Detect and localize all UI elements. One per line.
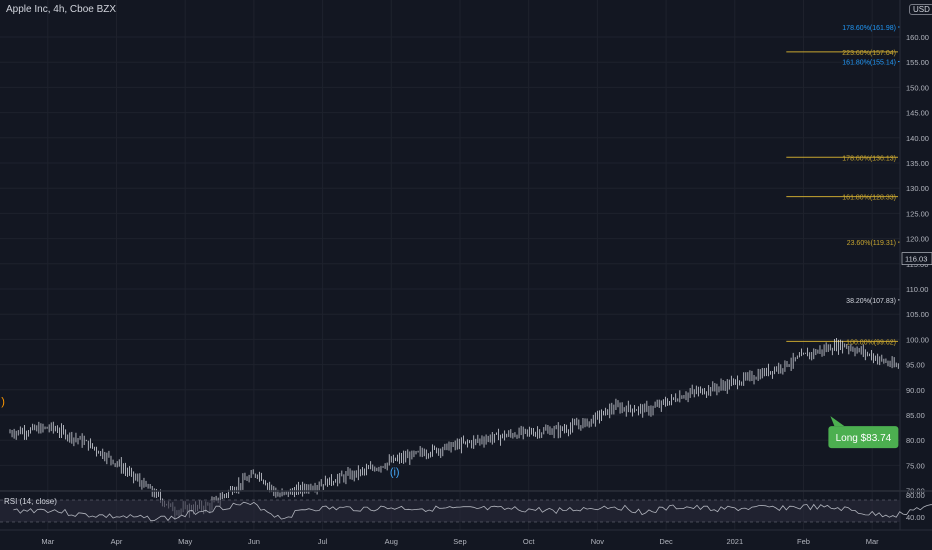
long-callout-pointer [830,416,845,427]
rsi-line [13,501,932,522]
long-callout-box [828,426,899,449]
time-tick: 2021 [726,537,743,546]
price-tick: 160.00 [906,33,929,42]
fib-label: 178.60%(136.13) [842,155,896,162]
price-tick: 145.00 [906,109,929,118]
rsi-band [0,500,900,522]
price-tick: 75.00 [906,461,925,470]
fib-label: 161.80%(155.14) [842,59,896,66]
price-tick: 85.00 [906,411,925,420]
time-tick: Mar [41,537,54,546]
time-tick: Mar [866,537,879,546]
fib-label: 100.00%(99.62) [846,339,896,346]
price-tick: 130.00 [906,184,929,193]
time-tick: Feb [797,537,810,546]
rsi-pane: 80.00 40.00 [0,490,932,523]
fib-label: 38.20%(107.83) [846,298,896,305]
wave-label: (i) [390,466,400,478]
fib-label: 223.60%(157.04) [842,50,896,57]
time-tick: Dec [659,537,673,546]
price-tick: 155.00 [906,58,929,67]
time-tick: Jul [318,537,328,546]
long-callout-label: Long $83.74 [836,433,892,444]
symbol-title[interactable]: Apple Inc, 4h, Cboe BZX [6,4,117,15]
rsi-tick: 40.00 [906,513,925,522]
time-tick: Apr [111,537,123,546]
last-price-label: 116.03 [905,255,927,264]
price-tick: 95.00 [906,361,925,370]
rsi-label[interactable]: RSI (14, close) [4,497,57,506]
time-tick: Aug [385,537,398,546]
price-tick: 90.00 [906,386,925,395]
price-tick: 110.00 [906,285,928,294]
price-candles [9,337,932,519]
price-tick: 120.00 [906,235,929,244]
price-tick: 80.00 [906,436,925,445]
time-tick: May [178,537,192,546]
price-axis[interactable]: 70.0075.0080.0085.0090.0095.00100.00105.… [899,0,932,550]
time-axis[interactable]: Mar Apr May Jun Jul Aug Sep Oct Nov Dec 2021 Feb Mar [0,529,932,546]
fib-label: 178.60%(161.98) [842,25,896,32]
last-price-badge [901,252,932,265]
price-tick: 135.00 [906,159,929,168]
currency-badge[interactable]: USD [909,4,932,15]
fib-label: 161.80%(128.33) [842,195,896,202]
price-tick: 125.00 [906,209,929,218]
grid [0,0,900,530]
price-tick: 105.00 [906,310,929,319]
fib-label: 23.60%(119.31) [847,240,896,247]
price-tick: 140.00 [906,134,929,143]
time-tick: Sep [453,537,466,546]
wave-label: ) [1,396,5,408]
time-tick: Jun [248,537,260,546]
price-tick: 150.00 [906,83,929,92]
time-tick: Oct [523,537,536,546]
rsi-tick: 80.00 [906,491,925,500]
time-tick: Nov [591,537,605,546]
wave-annotations: [v][iii](v)viiiiv[iv]i(iii)ii(iv)(i)?alt… [1,396,899,478]
price-tick: 100.00 [906,335,929,344]
axis-bg [900,0,932,550]
